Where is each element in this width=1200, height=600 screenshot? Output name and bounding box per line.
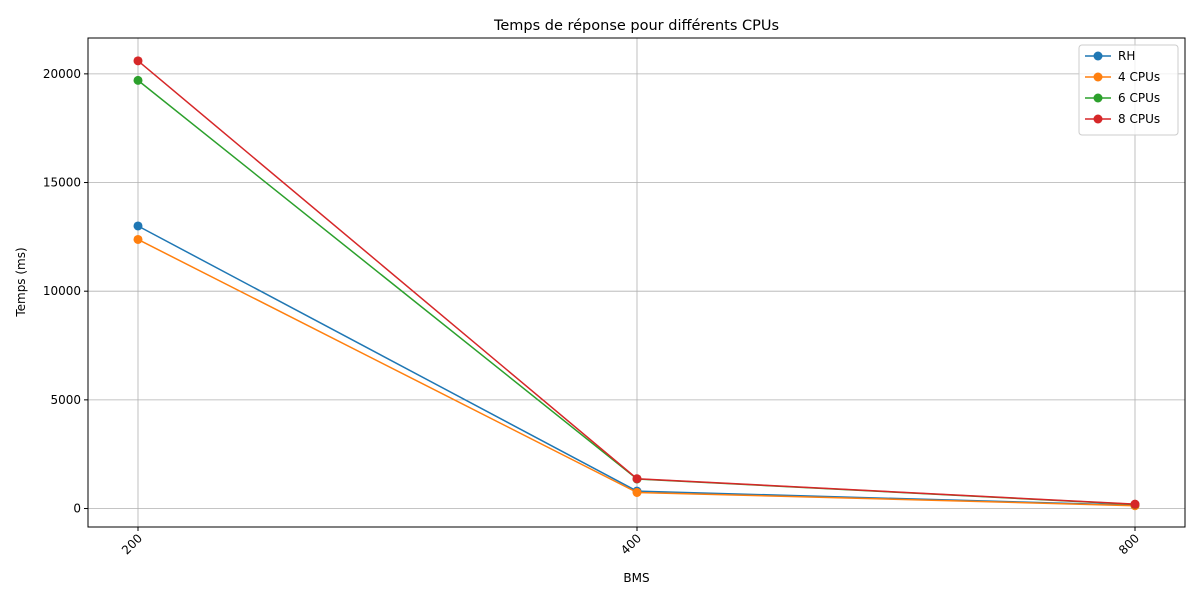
data-point-3-1 [632, 474, 642, 484]
data-point-3-0 [133, 56, 143, 66]
legend-label: 4 CPUs [1118, 70, 1160, 84]
legend-label: 6 CPUs [1118, 91, 1160, 105]
x-tick-label: 800 [1116, 531, 1142, 557]
legend-marker [1093, 114, 1103, 124]
legend-marker [1093, 72, 1103, 82]
y-axis-label: Temps (ms) [14, 247, 28, 317]
series-line-2 [137, 79, 1136, 506]
legend-box [1078, 44, 1179, 136]
y-tick-label: 0 [73, 502, 81, 516]
series-lines [133, 56, 1140, 511]
data-point-1-1 [632, 487, 642, 497]
y-tick-label: 5000 [50, 393, 81, 407]
legend-marker [1093, 93, 1103, 103]
axes: 200 400 800 0 5000 10000 15000 20000 [43, 67, 1142, 557]
series-line-1 [137, 238, 1136, 507]
y-tick-label: 20000 [43, 67, 81, 81]
data-point-2-0 [133, 75, 143, 85]
data-point-0-0 [133, 221, 143, 231]
plot-frame [87, 37, 1186, 528]
x-tick-label: 200 [119, 531, 145, 557]
series-line-0 [137, 225, 1136, 507]
x-axis-label: BMS [623, 571, 649, 585]
legend: RH 4 CPUs 6 CPUs 8 CPUs [1078, 44, 1179, 136]
legend-marker [1093, 51, 1103, 61]
data-point-3-2 [1130, 499, 1140, 509]
legend-label: RH [1118, 49, 1135, 63]
x-tick-label: 400 [618, 531, 644, 557]
series-line-3 [137, 60, 1136, 505]
grid [88, 38, 1185, 527]
y-tick-label: 15000 [43, 176, 81, 190]
y-tick-label: 10000 [43, 284, 81, 298]
data-point-1-0 [133, 234, 143, 244]
legend-label: 8 CPUs [1118, 112, 1160, 126]
chart-title: Temps de réponse pour différents CPUs [493, 18, 779, 34]
